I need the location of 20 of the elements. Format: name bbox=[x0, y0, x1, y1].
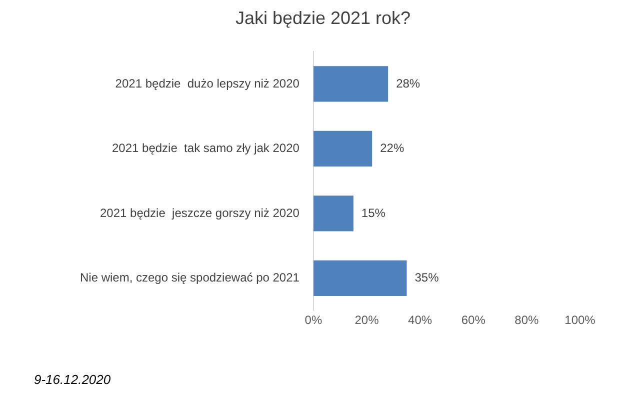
data-label: 22% bbox=[380, 141, 404, 156]
y-tick-label: 2021 będzie tak samo zły jak 2020 bbox=[112, 141, 300, 156]
x-tick-label: 0% bbox=[304, 313, 322, 328]
bar bbox=[313, 66, 388, 102]
y-tick-label: Nie wiem, czego się spodziewać po 2021 bbox=[80, 270, 300, 285]
bar bbox=[313, 260, 407, 296]
data-label: 15% bbox=[361, 206, 386, 220]
x-tick-label: 40% bbox=[408, 313, 432, 328]
x-tick-label: 80% bbox=[514, 313, 540, 328]
bar bbox=[313, 196, 354, 232]
y-tick-label: 2021 będzie dużo lepszy niż 2020 bbox=[115, 76, 300, 90]
y-tick-label: 2021 będzie jeszcze gorszy niż 2020 bbox=[100, 206, 300, 220]
bar bbox=[313, 130, 372, 167]
chart-title: Jaki będzie 2021 rok? bbox=[235, 8, 411, 28]
x-tick-label: 100% bbox=[564, 313, 596, 328]
data-label: 28% bbox=[396, 76, 420, 90]
data-label: 35% bbox=[414, 270, 440, 285]
x-tick-label: 20% bbox=[354, 313, 380, 328]
text: 9-16.12.2020 bbox=[34, 372, 111, 387]
x-tick-label: 60% bbox=[461, 313, 486, 328]
